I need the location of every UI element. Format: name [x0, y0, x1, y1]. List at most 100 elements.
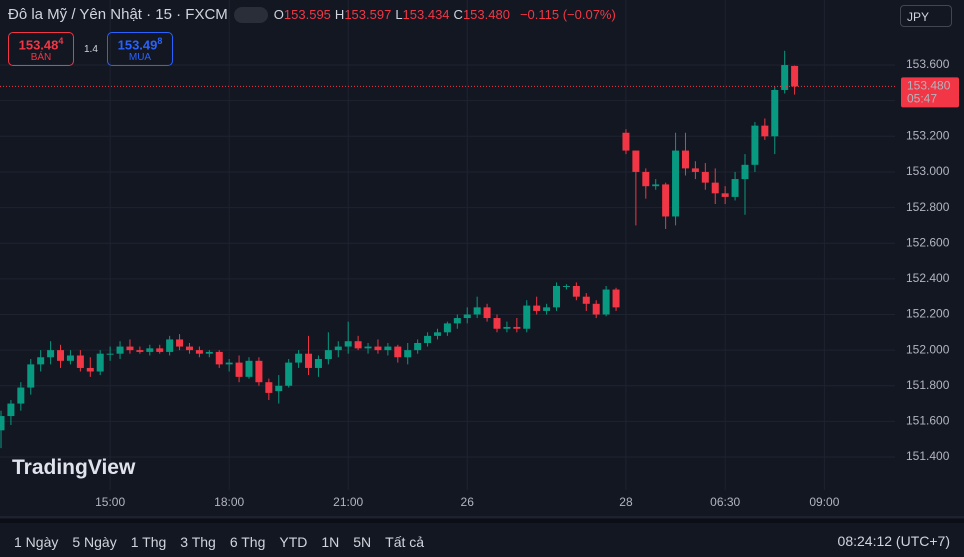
spread: 1.4 [84, 44, 98, 55]
buy-button[interactable]: 153.498 MUA [107, 32, 173, 66]
candle-body [414, 343, 422, 351]
candle-body [305, 353, 313, 368]
candle-body [632, 150, 640, 172]
candle-body [156, 348, 164, 352]
candle-body [642, 171, 650, 187]
candle-body [791, 65, 799, 87]
candle-body [86, 367, 94, 372]
range-button[interactable]: 6 Thg [229, 534, 266, 550]
last-price-label: 153.480 [907, 79, 951, 93]
candle-body [384, 346, 392, 351]
ohlc-value: 153.595 [283, 7, 331, 22]
ohlc-label: C [453, 7, 463, 22]
candle-body [463, 314, 471, 319]
range-button[interactable]: 1 Thg [130, 534, 167, 550]
toolbar: 08:24:12 (UTC+7) 1 Ngày 5 Ngày 1 Thg 3 Thg 6… [0, 519, 964, 557]
candle-body [47, 350, 55, 358]
y-tick-label: 152.400 [906, 271, 950, 285]
candle-body [364, 346, 372, 349]
candle-body [96, 353, 104, 372]
candle-body [721, 193, 729, 197]
y-tick-label: 151.800 [906, 378, 950, 392]
candle-body [453, 318, 461, 324]
candle-body [443, 323, 451, 333]
candle-body [394, 346, 402, 358]
candle-body [503, 326, 511, 329]
range-button[interactable]: Tất cả [385, 534, 425, 550]
logo: TradingView [12, 456, 136, 479]
candle-body [781, 65, 789, 90]
candle-body [771, 89, 779, 137]
range-button[interactable]: 5N [353, 534, 372, 550]
candle-body [314, 359, 322, 368]
candle-body [513, 326, 521, 329]
candle-body [741, 164, 749, 180]
change: −0.115 (−0.07%) [519, 7, 616, 22]
chart: 151.400 151.600 151.800 152.000 152.200 152.4… [0, 0, 964, 519]
candle-body [275, 385, 283, 392]
ohlc-label: H [334, 7, 345, 22]
candle-body [761, 125, 769, 137]
candle-body [146, 348, 154, 352]
y-tick-label: 152.600 [906, 235, 950, 249]
buy-pip: 8 [157, 36, 163, 46]
y-tick-label: 153.000 [906, 164, 950, 178]
last-price-badge [901, 77, 959, 108]
candle-body [205, 351, 213, 354]
currency-select[interactable]: JPY [900, 5, 952, 27]
candle-body [662, 184, 670, 217]
x-tick-label: 28 [619, 495, 633, 509]
ohlc-label: O [273, 7, 284, 22]
candle-body [582, 296, 590, 304]
buy-label: MUA [128, 52, 152, 64]
candle-body [225, 362, 233, 365]
x-tick-label: 21:00 [333, 495, 363, 509]
range-button[interactable]: 5 Ngày [72, 534, 117, 550]
candle-body [672, 150, 680, 217]
candle-body [126, 346, 134, 351]
candle-body [751, 125, 759, 165]
sell-price: 153.48 [18, 37, 59, 53]
candle-body [285, 362, 293, 386]
candle-body [0, 416, 5, 431]
ohlc-value: 153.434 [402, 7, 450, 22]
candle-body [136, 350, 144, 352]
candle-body [523, 305, 531, 329]
ohlc-label: L [395, 7, 403, 22]
candle-body [27, 364, 35, 388]
candle-body [166, 339, 174, 352]
header: Đô la Mỹ / Yên Nhật · 15 · FXCM O153.595… [8, 6, 616, 23]
candle-body [404, 350, 412, 358]
candle-body [185, 346, 193, 351]
candle-body [66, 355, 74, 361]
ohlc: O153.595 H153.597 L153.434 C153.480 [274, 7, 514, 22]
candle-body [324, 350, 332, 360]
candle-body [691, 168, 699, 172]
symbol-title[interactable]: Đô la Mỹ / Yên Nhật · 15 · FXCM [8, 6, 228, 23]
candle-body [473, 307, 481, 315]
range-button[interactable]: 1N [321, 534, 340, 550]
ohlc-value: 153.597 [344, 7, 392, 22]
candle-body [533, 305, 541, 311]
candle-body [176, 339, 184, 347]
range-button[interactable]: YTD [279, 534, 308, 550]
range-button[interactable]: 3 Thg [180, 534, 216, 550]
candle-body [334, 346, 342, 351]
candle-body [553, 285, 561, 308]
range-button[interactable]: 1 Ngày [14, 534, 59, 550]
candle-body [76, 355, 84, 368]
candle-body [37, 357, 45, 365]
countdown-label: 05:47 [907, 92, 937, 106]
y-tick-label: 153.200 [906, 128, 950, 142]
candle-body [354, 341, 362, 349]
candle-body [106, 353, 114, 355]
x-tick-label: 06:30 [710, 495, 740, 509]
candle-body [543, 307, 551, 311]
candle-body [701, 171, 709, 183]
candle-body [17, 387, 25, 404]
status-pill [233, 6, 268, 23]
sell-button[interactable]: 153.484 BÁN [8, 32, 74, 66]
candle-body [344, 341, 352, 347]
x-tick-label: 09:00 [809, 495, 839, 509]
